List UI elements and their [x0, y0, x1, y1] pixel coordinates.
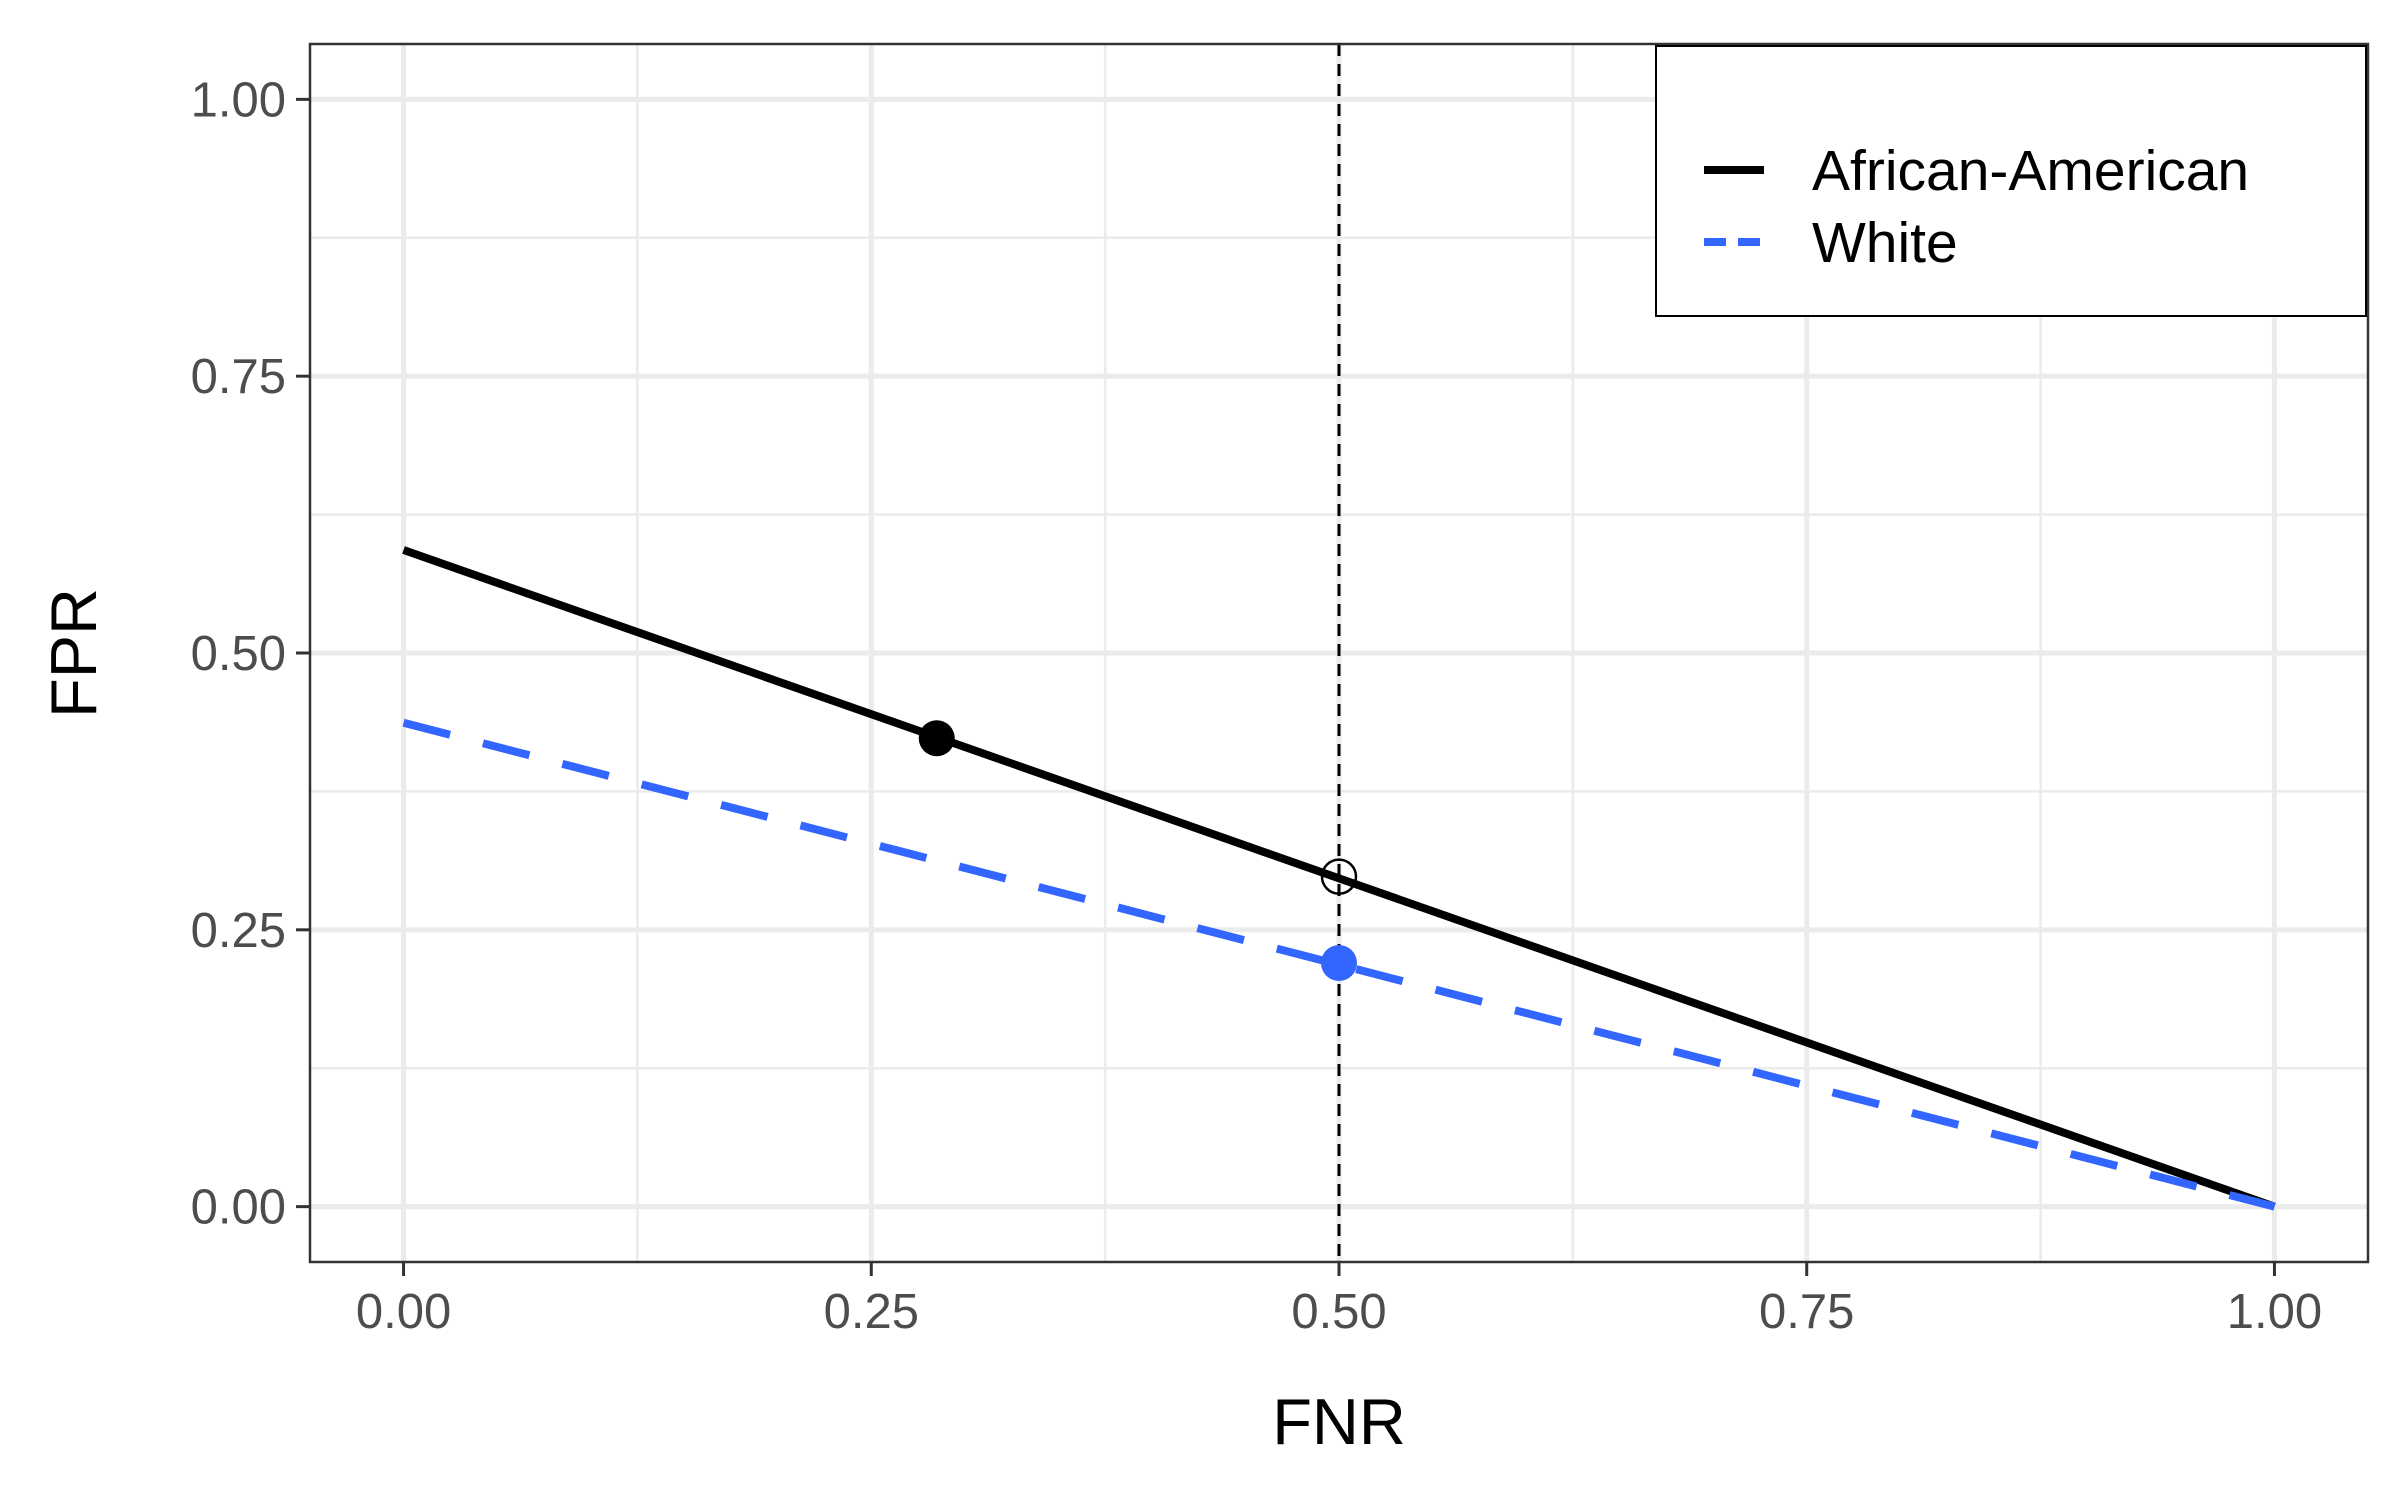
- legend-box: [1655, 45, 2367, 317]
- x-tick-label: 0.50: [1291, 1285, 1386, 1339]
- x-tick-label: 0.00: [356, 1285, 451, 1339]
- x-axis-title: FNR: [1272, 1385, 1406, 1458]
- x-tick-label: 1.00: [2227, 1285, 2322, 1339]
- y-axis-title: FPR: [37, 588, 110, 718]
- y-tick-label: 0.25: [191, 904, 286, 958]
- x-tick-label: 0.75: [1759, 1285, 1854, 1339]
- axis-ticks: 0.00 0.25 0.50 0.75 1.00 0.00 0.25 0.50 0.75 1.00: [191, 73, 2323, 1339]
- y-tick-label: 0.00: [191, 1181, 286, 1235]
- data-point-1: [1321, 945, 1357, 982]
- legend: African-American White: [1655, 45, 2367, 317]
- series-line-0: [402, 546, 2276, 1211]
- y-tick-label: 1.00: [191, 73, 286, 127]
- data-point-2: [1320, 858, 1358, 895]
- data-points: [918, 720, 1358, 982]
- x-tick-label: 0.25: [824, 1285, 919, 1339]
- legend-label-1: White: [1812, 211, 1958, 275]
- data-point-0: [918, 720, 955, 757]
- y-tick-label: 0.75: [191, 350, 286, 404]
- series-lines: [402, 44, 2276, 1262]
- legend-label-0: African-American: [1812, 139, 2249, 203]
- y-tick-label: 0.50: [191, 627, 286, 681]
